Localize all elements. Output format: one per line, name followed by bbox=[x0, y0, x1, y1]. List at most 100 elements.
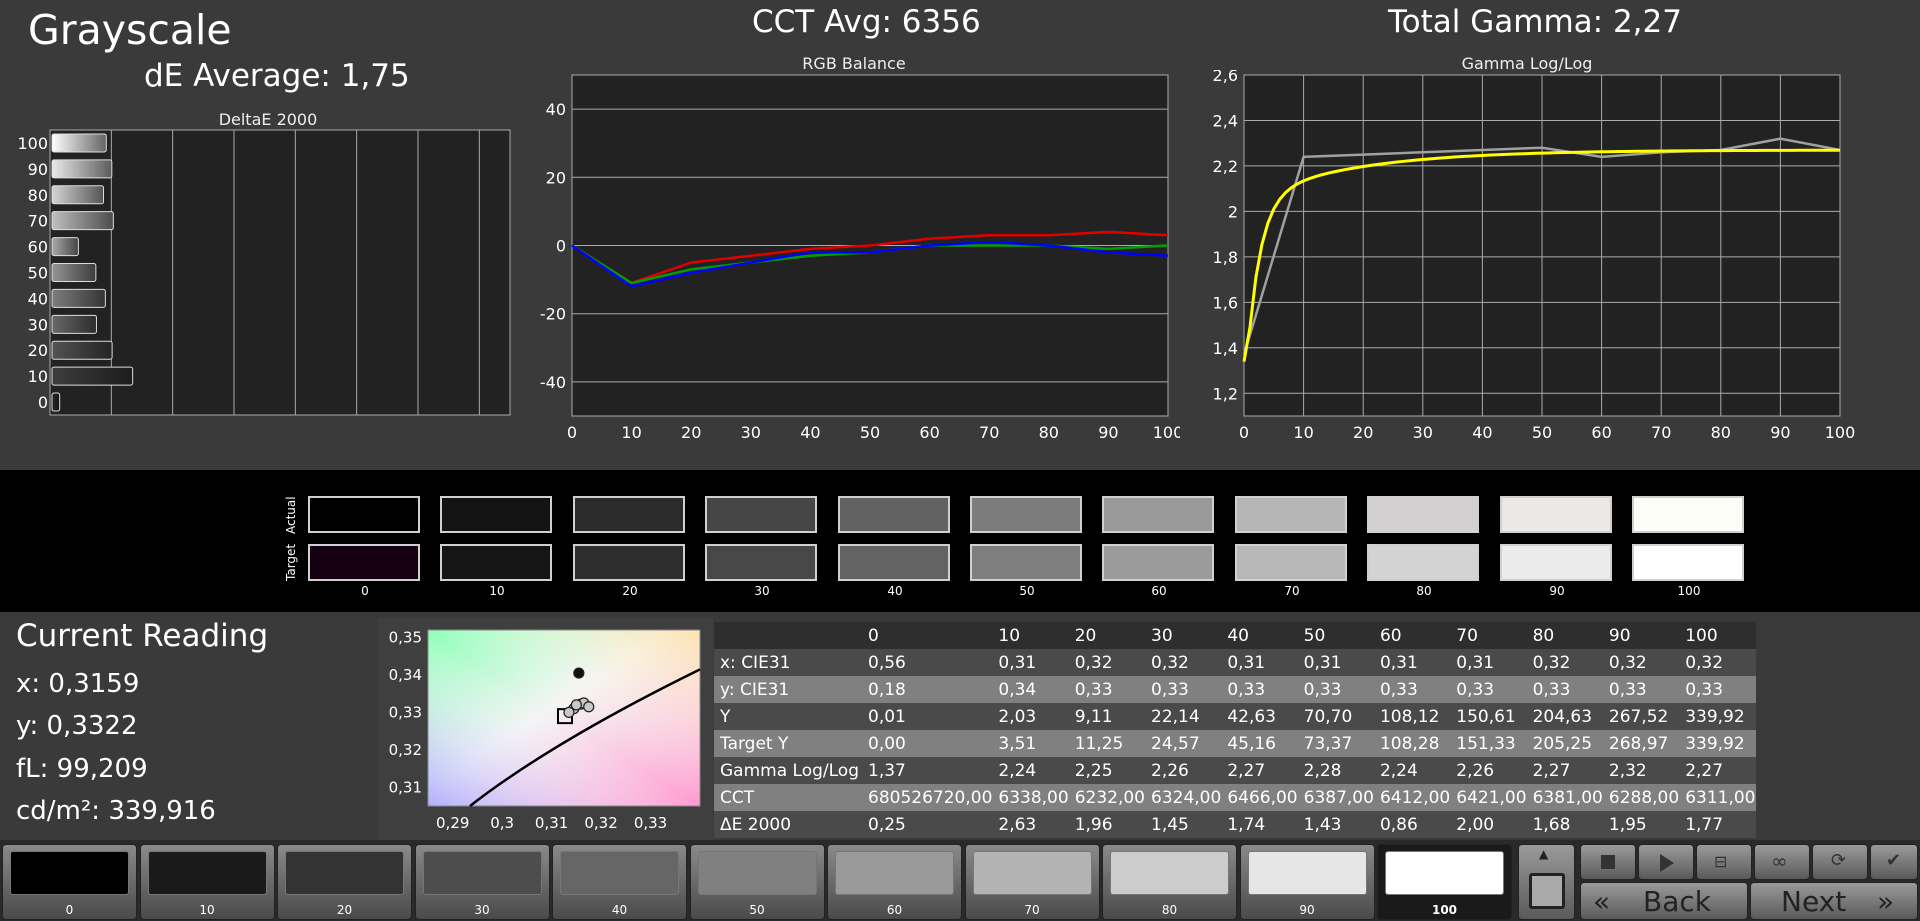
patch-button-10[interactable]: 10 bbox=[139, 844, 275, 920]
patch-button-100[interactable]: 100 bbox=[1377, 844, 1512, 920]
patch-label: 0 bbox=[65, 903, 74, 917]
total-gamma: Total Gamma: 2,27 bbox=[1388, 4, 1682, 40]
chevron-up-icon[interactable]: ▲ bbox=[1539, 847, 1549, 861]
row-label: Target Y bbox=[720, 733, 789, 754]
patch-color bbox=[560, 851, 679, 895]
actual-swatch bbox=[573, 496, 685, 533]
patch-button-40[interactable]: 40 bbox=[552, 844, 687, 920]
table-cell: 1,68 bbox=[1532, 814, 1571, 835]
play-button[interactable] bbox=[1638, 844, 1694, 880]
deltae-y-tick: 40 bbox=[28, 289, 48, 308]
reading-y: y: 0,3322 bbox=[16, 711, 138, 741]
patch-stepper[interactable]: ▲ bbox=[1518, 844, 1575, 920]
table-cell: 6412,00 bbox=[1379, 787, 1451, 808]
reading-cdm2: cd/m²: 339,916 bbox=[16, 796, 216, 826]
deltae-x-tick: 8 bbox=[290, 424, 300, 425]
actual-swatch bbox=[440, 496, 552, 533]
patch-button-60[interactable]: 60 bbox=[827, 844, 962, 920]
table-cell: 1,45 bbox=[1151, 814, 1189, 835]
table-cell: 0,33 bbox=[1379, 679, 1418, 700]
patch-color bbox=[285, 851, 404, 895]
table-cell: 0,33 bbox=[1227, 679, 1266, 700]
target-swatch bbox=[1367, 544, 1479, 581]
loop-button[interactable]: ∞ bbox=[1754, 844, 1810, 880]
table-cell: 2,00 bbox=[1456, 814, 1495, 835]
deltae-y-tick: 90 bbox=[28, 160, 48, 179]
table-cell: 40 bbox=[1227, 625, 1249, 646]
patch-label: 20 bbox=[336, 903, 353, 917]
patch-button-20[interactable]: 20 bbox=[277, 844, 412, 920]
swatch-label: 30 bbox=[754, 584, 770, 598]
table-cell: 6387,00 bbox=[1303, 787, 1374, 808]
check-icon: ✔ bbox=[1886, 850, 1902, 871]
target-swatch bbox=[308, 544, 420, 581]
patch-button-70[interactable]: 70 bbox=[964, 844, 1100, 920]
gamma-x-tick: 40 bbox=[1472, 423, 1492, 442]
deltae-bar bbox=[51, 159, 113, 179]
deltae-chart: 024681012141009080706050403020100 bbox=[17, 129, 511, 425]
patch-button-0[interactable]: 0 bbox=[2, 844, 137, 920]
table-cell: 3,51 bbox=[998, 733, 1037, 754]
table-cell: 1,43 bbox=[1303, 814, 1342, 835]
actual-swatch bbox=[838, 496, 950, 533]
table-row: y: CIE31 0,18 0,34 0,33 0,33 0,33 0,33 0,33 0,33… bbox=[714, 676, 1756, 703]
rgb-y-tick: 20 bbox=[546, 168, 566, 187]
table-cell: 0 bbox=[868, 625, 879, 646]
patch-button-30[interactable]: 30 bbox=[414, 844, 550, 920]
cie-chart: 0,35 0,34 0,33 0,32 0,31 0,29 0,3 0,31 0,32 0,33 bbox=[378, 618, 713, 840]
gamma-chart: 2,6 2,4 2,2 2 1,8 1,6 1,4 1,2 0 10 20 30 40 50 60 70 80 9… bbox=[1213, 70, 1856, 442]
gamma-y-tick: 1,6 bbox=[1213, 293, 1238, 312]
table-cell: 0,33 bbox=[1608, 679, 1647, 700]
patch-button-80[interactable]: 80 bbox=[1102, 844, 1237, 920]
back-button[interactable]: « Back bbox=[1580, 882, 1748, 920]
cie-x-tick: 0,32 bbox=[584, 814, 617, 832]
patch-label: 70 bbox=[1024, 903, 1040, 917]
patch-button-90[interactable]: 90 bbox=[1239, 844, 1375, 920]
table-cell: 108,28 bbox=[1379, 733, 1440, 754]
gamma-chart-title: Gamma Log/Log bbox=[1461, 54, 1593, 73]
rgb-y-tick: 40 bbox=[546, 100, 566, 119]
table-cell: 0,33 bbox=[1074, 679, 1113, 700]
cie-planckian-locus bbox=[469, 668, 701, 807]
current-reading-title: Current Reading bbox=[16, 618, 269, 654]
patch-label: 100 bbox=[1431, 903, 1458, 917]
target-swatch bbox=[705, 544, 817, 581]
refresh-button[interactable]: ⟳ bbox=[1812, 844, 1868, 880]
table-row: Target Y 0,00 3,51 11,25 24,57 45,16 73,37 108,… bbox=[714, 730, 1756, 757]
next-button[interactable]: Next » bbox=[1750, 882, 1918, 920]
confirm-button[interactable]: ✔ bbox=[1870, 844, 1918, 880]
row-label bbox=[714, 622, 862, 649]
deltae-x-tick: 2 bbox=[106, 424, 116, 425]
target-row-label: Target bbox=[284, 543, 298, 581]
patch-color bbox=[697, 851, 817, 895]
table-cell: 150,61 bbox=[1456, 706, 1516, 727]
patch-button-50[interactable]: 50 bbox=[689, 844, 825, 920]
swatch-label: 100 bbox=[1677, 584, 1701, 598]
table-cell: 80 bbox=[1532, 625, 1555, 646]
target-swatch bbox=[838, 544, 950, 581]
table-cell: 0,56 bbox=[868, 652, 906, 673]
deltae-x-tick: 14 bbox=[469, 424, 489, 425]
rgb-series-line-2 bbox=[571, 240, 1169, 288]
rgb-balance-chart: 40 20 0 -20 -40 0 10 20 30 40 50 60 70 80 90 100 bbox=[540, 74, 1180, 442]
target-swatch bbox=[1235, 544, 1347, 581]
table-cell: 2,24 bbox=[1379, 760, 1418, 781]
rgb-y-tick: -20 bbox=[540, 305, 566, 324]
gamma-x-tick: 100 bbox=[1825, 423, 1856, 442]
patch-preview-icon bbox=[1529, 873, 1565, 909]
actual-swatch bbox=[1102, 496, 1214, 533]
row-label: Gamma Log/Log bbox=[720, 760, 859, 781]
rgb-y-tick: 0 bbox=[556, 237, 566, 256]
measure-button[interactable]: ⊟ bbox=[1696, 844, 1752, 880]
gamma-y-tick: 1,4 bbox=[1213, 339, 1238, 358]
table-cell: 9,11 bbox=[1074, 706, 1113, 727]
table-row: Gamma Log/Log 1,37 2,24 2,25 2,26 2,27 2,28 2,2… bbox=[714, 757, 1756, 784]
actual-swatch bbox=[1500, 496, 1612, 533]
actual-row-label: Actual bbox=[284, 496, 298, 534]
gamma-y-tick: 1,8 bbox=[1213, 248, 1238, 267]
actual-swatch bbox=[1367, 496, 1479, 533]
table-row: Y 0,01 2,03 9,11 22,14 42,63 70,70 108,12 150,61… bbox=[714, 703, 1756, 730]
stop-button[interactable] bbox=[1580, 844, 1636, 880]
target-swatch bbox=[1632, 544, 1744, 581]
gamma-x-tick: 20 bbox=[1353, 423, 1373, 442]
